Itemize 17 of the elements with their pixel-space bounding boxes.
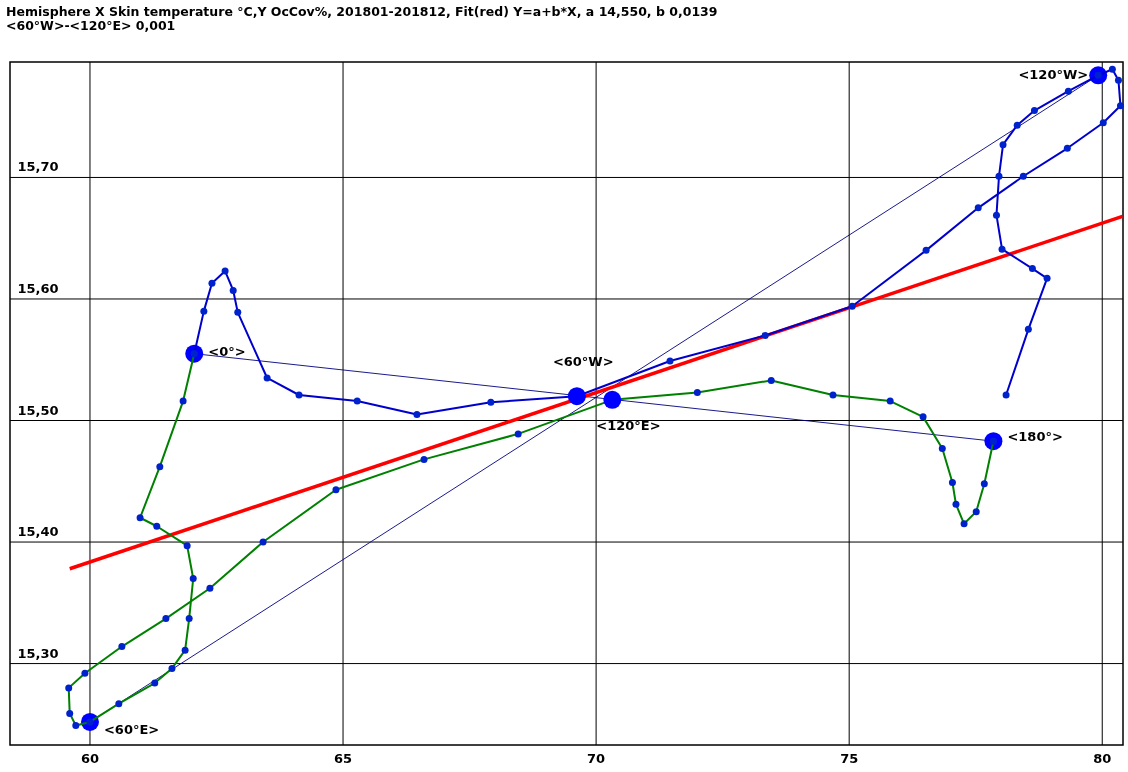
y-tick-label: 15,30: [17, 645, 59, 661]
x-tick-label: 80: [1093, 751, 1112, 766]
y-tick-label: 15,40: [17, 524, 59, 540]
y-tick-label: 15,50: [17, 402, 59, 418]
x-tick-label: 70: [587, 751, 606, 766]
y-tick-label: 15,70: [17, 159, 59, 175]
annotation: <180°>: [1007, 429, 1063, 445]
annotation: <60°E>: [103, 721, 160, 737]
x-tick-label: 75: [840, 751, 859, 766]
x-tick-label: 60: [80, 751, 100, 766]
annotation: <120°E>: [596, 417, 661, 433]
chart-title: Hemisphere X Skin temperature °C,Y OcCov%, 201801-201812, Fit(red) Y=a+b*X, a 14,550, b 0,0139: [6, 4, 718, 19]
chart-subtitle: <60°W>-<120°E> 0,001: [6, 18, 176, 33]
x-tick-label: 65: [333, 751, 353, 766]
annotation: <120°W>: [1018, 67, 1089, 83]
y-tick-label: 15,60: [17, 280, 59, 296]
annotation: <0°>: [208, 343, 246, 359]
